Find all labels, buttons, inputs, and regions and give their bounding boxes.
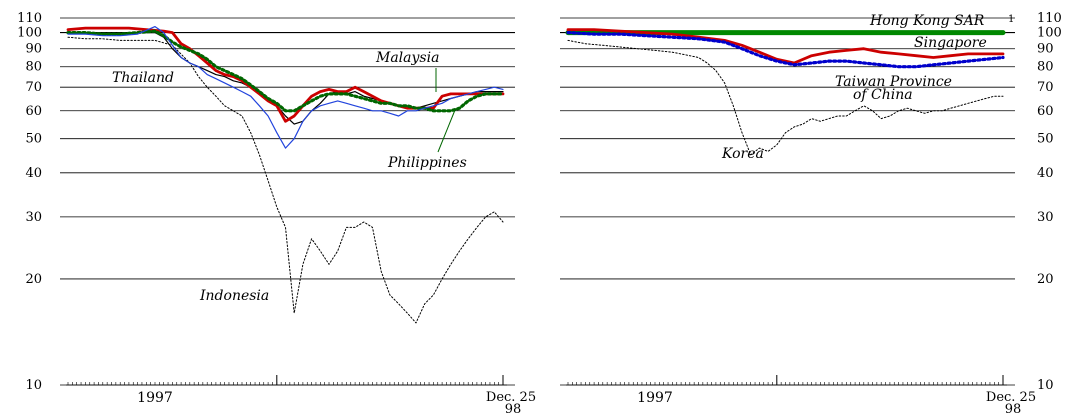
ytick-label-right-90: 90: [1037, 42, 1054, 57]
series-line-0-1: [66, 26, 505, 123]
xtick-label-0-dec: Dec. 25: [486, 390, 536, 405]
ytick-label-left-60: 60: [25, 104, 42, 119]
ytick-label-left-40: 40: [25, 166, 42, 181]
ytick-label-right-80: 80: [1037, 60, 1054, 75]
ytick-label-left-100: 100: [17, 26, 42, 41]
ytick-label-right-30: 30: [1037, 210, 1054, 225]
ytick-label-right-110: 110: [1037, 11, 1062, 26]
xtick-label-0-98: 98: [505, 402, 522, 417]
series-label-1-1: Singapore: [914, 35, 987, 51]
ytick-label-right-20: 20: [1037, 272, 1054, 287]
series-label-0-0: Thailand: [112, 70, 174, 86]
series-label-1-2-b: of China: [853, 87, 913, 103]
series-label-0-2: Philippines: [387, 155, 467, 171]
series-label-1-2-a: Taiwan Province: [835, 74, 952, 90]
ytick-label-left-70: 70: [25, 80, 42, 95]
ytick-label-right-60: 60: [1037, 104, 1054, 119]
xtick-label-1-98: 98: [1005, 402, 1022, 417]
ytick-label-left-30: 30: [25, 210, 42, 225]
series-label-0-3: Indonesia: [199, 288, 269, 304]
ytick-label-right-70: 70: [1037, 80, 1054, 95]
xtick-label-1-dec: Dec. 25: [986, 390, 1036, 405]
series-line-0-3: [67, 36, 504, 324]
xtick-label-1-year: 1997: [637, 390, 673, 406]
series-label-1-3: Korea: [721, 146, 764, 162]
ytick-label-left-110: 110: [17, 11, 42, 26]
series-label-0-1: Malaysia: [375, 50, 439, 66]
xtick-label-0-year: 1997: [137, 390, 173, 406]
series-line-0-2: [66, 29, 505, 113]
ytick-label-left-10: 10: [25, 378, 42, 393]
series-line-0-4: [67, 26, 504, 149]
ytick-label-left-20: 20: [25, 272, 42, 287]
series-line-1-3: [567, 39, 1004, 156]
leader-philippines: [437, 109, 456, 153]
ytick-label-left-80: 80: [25, 60, 42, 75]
annotation-superscript-1: 1: [1008, 14, 1014, 25]
ytick-label-left-90: 90: [25, 42, 42, 57]
ytick-label-right-50: 50: [1037, 132, 1054, 147]
series-label-1-0: Hong Kong SAR: [869, 13, 985, 29]
ytick-label-left-50: 50: [25, 132, 42, 147]
series-line-1-2: [566, 31, 1005, 69]
series-line-1-1: [566, 28, 1005, 65]
ytick-label-right-40: 40: [1037, 166, 1054, 181]
ytick-label-right-10: 10: [1037, 378, 1054, 393]
ytick-label-right-100: 100: [1037, 26, 1062, 41]
